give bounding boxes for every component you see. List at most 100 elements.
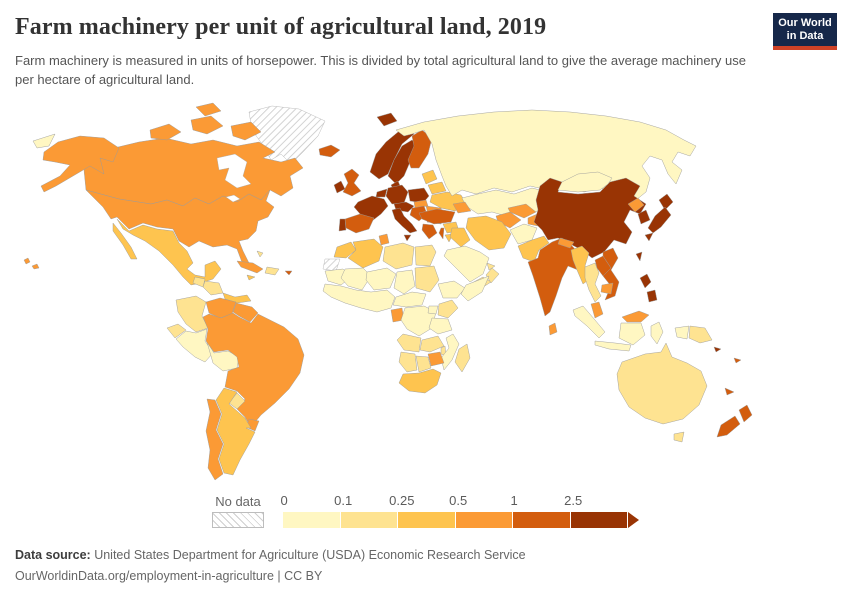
country-somalia[interactable]: [460, 275, 490, 302]
country-puerto-rico[interactable]: [284, 270, 293, 276]
legend-bin-0.25-0.5[interactable]: [398, 512, 455, 528]
country-italy[interactable]: [391, 207, 418, 234]
country-vietnam[interactable]: [602, 247, 620, 301]
country-mozambique[interactable]: [440, 333, 460, 371]
country-cuba[interactable]: [236, 260, 264, 274]
country-papua-new-guinea[interactable]: [688, 325, 713, 344]
country-ethiopia[interactable]: [437, 280, 466, 299]
country-indonesia-papua[interactable]: [674, 325, 690, 340]
country-russia[interactable]: [395, 109, 697, 201]
legend-no-data-swatch[interactable]: [212, 512, 264, 528]
country-nepal[interactable]: [557, 237, 575, 249]
country-japan-kyushu[interactable]: [644, 232, 654, 242]
country-hispaniola[interactable]: [264, 266, 280, 276]
country-spain[interactable]: [344, 213, 375, 234]
country-uzbekistan[interactable]: [507, 203, 537, 219]
country-hawaii-1[interactable]: [23, 257, 31, 265]
country-zimbabwe[interactable]: [427, 351, 445, 367]
country-hungary-slovakia[interactable]: [413, 199, 429, 209]
country-canada-arctic-4[interactable]: [195, 102, 222, 117]
country-solomon-islands[interactable]: [713, 346, 722, 353]
country-morocco[interactable]: [333, 241, 357, 259]
country-mexico-baja[interactable]: [112, 222, 138, 260]
country-japan-hokkaido[interactable]: [658, 193, 674, 211]
country-south-korea[interactable]: [637, 209, 651, 225]
country-tasmania[interactable]: [673, 431, 685, 443]
country-cameroon-car[interactable]: [392, 291, 427, 308]
country-uae[interactable]: [486, 262, 496, 271]
country-libya[interactable]: [382, 242, 415, 270]
country-botswana[interactable]: [415, 355, 432, 373]
country-united-states[interactable]: [85, 189, 275, 266]
country-new-zealand-south[interactable]: [716, 415, 741, 438]
country-niger[interactable]: [365, 267, 397, 291]
country-ireland[interactable]: [333, 180, 346, 194]
country-bahamas[interactable]: [256, 250, 264, 258]
country-united-kingdom[interactable]: [342, 168, 362, 197]
country-argentina[interactable]: [215, 387, 256, 476]
country-philippines-luzon[interactable]: [639, 273, 652, 289]
legend-bin-0.1-0.25[interactable]: [340, 512, 397, 528]
country-indonesia-kalimantan[interactable]: [618, 322, 646, 346]
country-chile[interactable]: [205, 398, 224, 481]
country-guatemala[interactable]: [192, 276, 206, 288]
country-portugal[interactable]: [338, 218, 347, 232]
country-indonesia-sulawesi[interactable]: [650, 321, 664, 345]
country-hawaii-2[interactable]: [31, 263, 40, 270]
country-alaska[interactable]: [40, 135, 120, 193]
country-baltics[interactable]: [421, 169, 438, 185]
country-thailand[interactable]: [584, 262, 602, 303]
country-namibia[interactable]: [398, 351, 418, 373]
country-north-korea[interactable]: [627, 197, 645, 213]
country-pakistan[interactable]: [517, 235, 550, 263]
country-malaysia-peninsula[interactable]: [590, 301, 604, 319]
attribution-link[interactable]: OurWorldinData.org/employment-in-agricul…: [15, 569, 323, 584]
country-japan-honshu[interactable]: [647, 206, 672, 234]
country-caucasus[interactable]: [452, 201, 472, 214]
country-benelux[interactable]: [375, 188, 388, 198]
legend-bin->2.5[interactable]: [570, 512, 627, 528]
owid-logo[interactable]: Our World in Data: [773, 13, 837, 46]
country-australia[interactable]: [616, 342, 708, 425]
legend-bin-0-0.1[interactable]: [283, 512, 340, 528]
country-sri-lanka[interactable]: [548, 322, 558, 336]
country-indonesia-java[interactable]: [594, 340, 632, 352]
country-canada-arctic-3[interactable]: [230, 121, 262, 141]
country-new-caledonia[interactable]: [724, 387, 735, 396]
country-sudan[interactable]: [414, 265, 440, 293]
legend-bin-1-2.5[interactable]: [513, 512, 570, 528]
country-russia-chukotka[interactable]: [32, 133, 56, 149]
country-iceland[interactable]: [318, 144, 341, 158]
country-poland[interactable]: [407, 187, 430, 204]
country-mexico[interactable]: [116, 218, 222, 286]
country-jamaica[interactable]: [246, 274, 256, 281]
country-new-zealand-north[interactable]: [738, 404, 753, 423]
country-guyanas[interactable]: [232, 302, 259, 323]
country-afghanistan[interactable]: [509, 223, 538, 245]
country-zambia[interactable]: [419, 335, 445, 353]
country-algeria[interactable]: [347, 238, 384, 269]
legend-bin-0.5-1[interactable]: [455, 512, 512, 528]
country-svalbard[interactable]: [376, 112, 398, 127]
country-egypt[interactable]: [414, 244, 437, 267]
country-drc[interactable]: [400, 305, 437, 337]
country-iran[interactable]: [465, 215, 512, 251]
country-canada-arctic-1[interactable]: [149, 123, 182, 141]
country-malaysia-borneo[interactable]: [621, 310, 650, 323]
country-uganda[interactable]: [427, 305, 439, 315]
country-western-sahara[interactable]: [322, 258, 341, 272]
country-saudi-arabia[interactable]: [443, 245, 490, 283]
country-canada-arctic-2[interactable]: [190, 115, 224, 135]
country-oman[interactable]: [485, 267, 500, 284]
country-tunisia[interactable]: [378, 233, 390, 246]
country-chad[interactable]: [393, 269, 416, 295]
country-italy-sicily[interactable]: [403, 234, 412, 242]
country-belarus[interactable]: [427, 181, 447, 195]
country-mali[interactable]: [340, 267, 372, 291]
country-israel[interactable]: [438, 227, 445, 240]
country-kenya[interactable]: [437, 299, 459, 319]
country-greece[interactable]: [421, 223, 438, 240]
country-taiwan[interactable]: [635, 251, 643, 262]
country-tanzania[interactable]: [428, 317, 453, 335]
country-philippines-mindanao[interactable]: [646, 289, 658, 303]
